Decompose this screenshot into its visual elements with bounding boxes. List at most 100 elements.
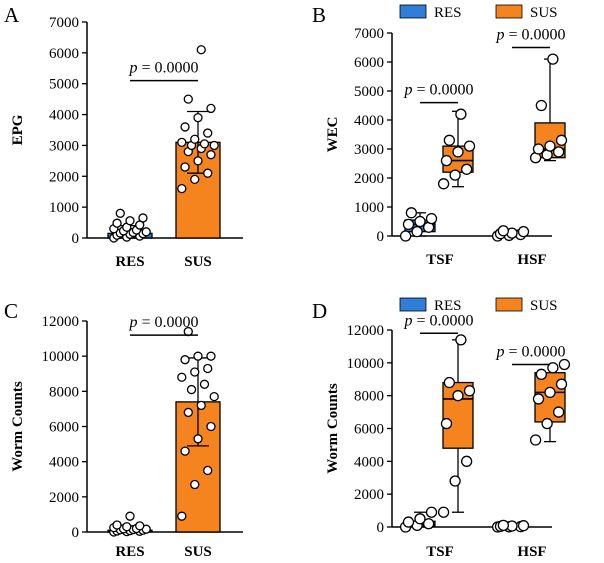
panel-a-data-point-res [112, 218, 122, 228]
panel-a-x-tick-label: RES [115, 254, 144, 270]
panel-b-y-tick-label: 7000 [354, 26, 384, 42]
panel-c-p-symbol: p [128, 314, 137, 331]
panel-a-data-point-sus [193, 156, 203, 166]
panel-d-p-text: = 0.0000 [412, 312, 473, 329]
panel-a-y-tick-label: 3000 [49, 138, 79, 154]
panel-a-y-tick-label: 7000 [49, 15, 79, 31]
panel-b-letter: B [312, 3, 326, 27]
panel-b-data-point-tsf-sus [455, 108, 467, 120]
panel-a-data-point-sus [190, 174, 200, 185]
panel-a-data-point-res [115, 208, 125, 218]
panel-c-data-point-sus [190, 479, 200, 490]
panel-b-p-symbol: p [403, 82, 412, 99]
panel-c-y-tick-label: 8000 [49, 384, 79, 400]
panel-b-data-point-tsf-res [414, 215, 426, 228]
panel-b-data-point-tsf-sus [437, 178, 450, 190]
panel-b-y-tick-label: 1000 [354, 200, 384, 216]
panel-d-data-point-hsf-sus [541, 417, 553, 430]
panel-d-legend-swatch-res [399, 297, 427, 312]
panel-a-p-value: p = 0.0000 [128, 60, 198, 77]
panel-c-data-point-sus [177, 372, 187, 382]
panel-d-p-text: = 0.0000 [504, 343, 565, 360]
panel-c: C Worm Counts 0 2000 4000 6000 8000 10000 12000 R… [4, 299, 243, 560]
panel-b-data-point-hsf-sus [552, 146, 565, 158]
panel-d-data-point-hsf-sus [558, 358, 571, 371]
panel-d-data-point-hsf-sus [552, 406, 565, 418]
panel-b-data-point-tsf-res [425, 212, 438, 225]
panel-a-data-point-sus [177, 183, 187, 194]
panel-d-data-point-tsf-res [414, 513, 426, 525]
panel-a-x-tick-label: SUS [184, 254, 212, 270]
panel-c-data-point-res [125, 511, 135, 521]
panel-d-data-point-hsf-sus [532, 393, 545, 405]
panel-d-legend-label: RES [434, 298, 462, 314]
panel-d-data-point-tsf-res [425, 506, 438, 518]
panel-b-data-point-tsf-sus [460, 163, 473, 175]
panel-c-data-point-sus [206, 351, 216, 361]
panel-b-legend-label: SUS [530, 5, 558, 21]
panel-b-data-point-hsf-sus [544, 140, 556, 152]
panel-b-y-axis-label: WEC [325, 117, 341, 153]
panel-b-data-point-tsf-sus [440, 154, 453, 167]
panel-c-letter: C [4, 299, 18, 323]
panel-b-data-point-hsf-sus [532, 143, 545, 155]
panel-c-data-point-sus [186, 384, 197, 395]
panel-a-y-tick-label: 4000 [49, 108, 79, 124]
panel-d-x-tick-label: TSF [426, 544, 454, 560]
panel-b-y-tick-label: 3000 [354, 142, 384, 158]
panel-c-y-axis-label: Worm Counts [10, 381, 26, 472]
panel-c-p-value: p = 0.0000 [128, 314, 198, 331]
panel-b-p-symbol: p [495, 27, 504, 44]
panel-d-data-point-hsf-res [517, 520, 530, 532]
panel-b-y-tick-label: 6000 [354, 55, 384, 71]
panel-b-data-point-hsf-sus [535, 99, 548, 112]
panel-c-p-text: = 0.0000 [137, 314, 198, 331]
panel-a-data-point-sus [180, 162, 190, 172]
panel-a-p-text: = 0.0000 [137, 60, 198, 77]
panel-b-legend-swatch-sus [495, 4, 523, 19]
panel-d-y-tick-label: 8000 [354, 389, 384, 405]
panel-b-y-tick-label: 2000 [354, 171, 384, 187]
panel-a-data-point-sus [206, 150, 216, 160]
panel-d-data-point-tsf-sus [440, 417, 453, 430]
panel-a-data-point-res [141, 227, 151, 237]
panel-b-data-point-tsf-sus [449, 169, 461, 181]
panel-a-y-tick-label: 6000 [49, 46, 79, 62]
panel-d-legend-label: SUS [530, 298, 558, 314]
panel-a-data-point-sus [209, 140, 219, 151]
panel-b-data-point-hsf-res [497, 225, 510, 237]
panel-d-x-tick-label: HSF [517, 544, 546, 560]
panel-c-data-point-sus [180, 355, 190, 365]
panel-a-data-point-sus [193, 113, 203, 123]
panel-c-data-point-sus [203, 465, 213, 476]
panel-d-y-tick-label: 10000 [347, 356, 385, 372]
panel-b: B WEC 0 1000 2000 3000 4000 5000 6000 7000 RES SUS T… [312, 3, 568, 268]
panel-c-x-tick-label: SUS [184, 544, 212, 560]
panel-c-y-tick-label: 4000 [49, 455, 79, 471]
panel-a-data-point-sus [196, 45, 206, 55]
panel-a-p-symbol: p [128, 60, 137, 77]
panel-d: D Worm Counts 0 2000 4000 6000 8000 10000 12000 R… [312, 297, 571, 560]
panel-b-data-point-hsf-res [517, 225, 530, 238]
panel-a-data-point-sus [183, 94, 193, 104]
panel-c-data-point-res [135, 521, 145, 531]
panel-d-y-tick-label: 4000 [354, 454, 384, 470]
panel-c-data-point-sus [183, 407, 193, 418]
panel-a-y-axis-label: EPG [10, 114, 26, 145]
panel-b-data-point-tsf-sus [452, 146, 464, 158]
panel-c-data-point-sus [206, 421, 216, 432]
panel-b-x-tick-label: TSF [426, 252, 454, 268]
panel-b-y-tick-label: 0 [377, 229, 385, 245]
panel-a-y-tick-label: 0 [72, 231, 80, 247]
panel-a-data-point-res [138, 213, 148, 223]
panel-c-data-point-res [112, 520, 122, 530]
panel-c-data-point-sus [209, 391, 219, 402]
panel-b-y-tick-label: 4000 [354, 113, 384, 129]
panel-b-p-value: p = 0.0000 [403, 82, 473, 99]
panel-b-data-point-tsf-sus [463, 140, 476, 152]
panel-d-data-point-hsf-sus [529, 434, 542, 446]
panel-d-data-point-tsf-res [422, 518, 435, 530]
panel-d-y-axis-label: Worm Counts [325, 383, 341, 474]
panel-c-data-point-sus [177, 511, 187, 521]
panel-d-data-point-hsf-sus [544, 386, 556, 399]
